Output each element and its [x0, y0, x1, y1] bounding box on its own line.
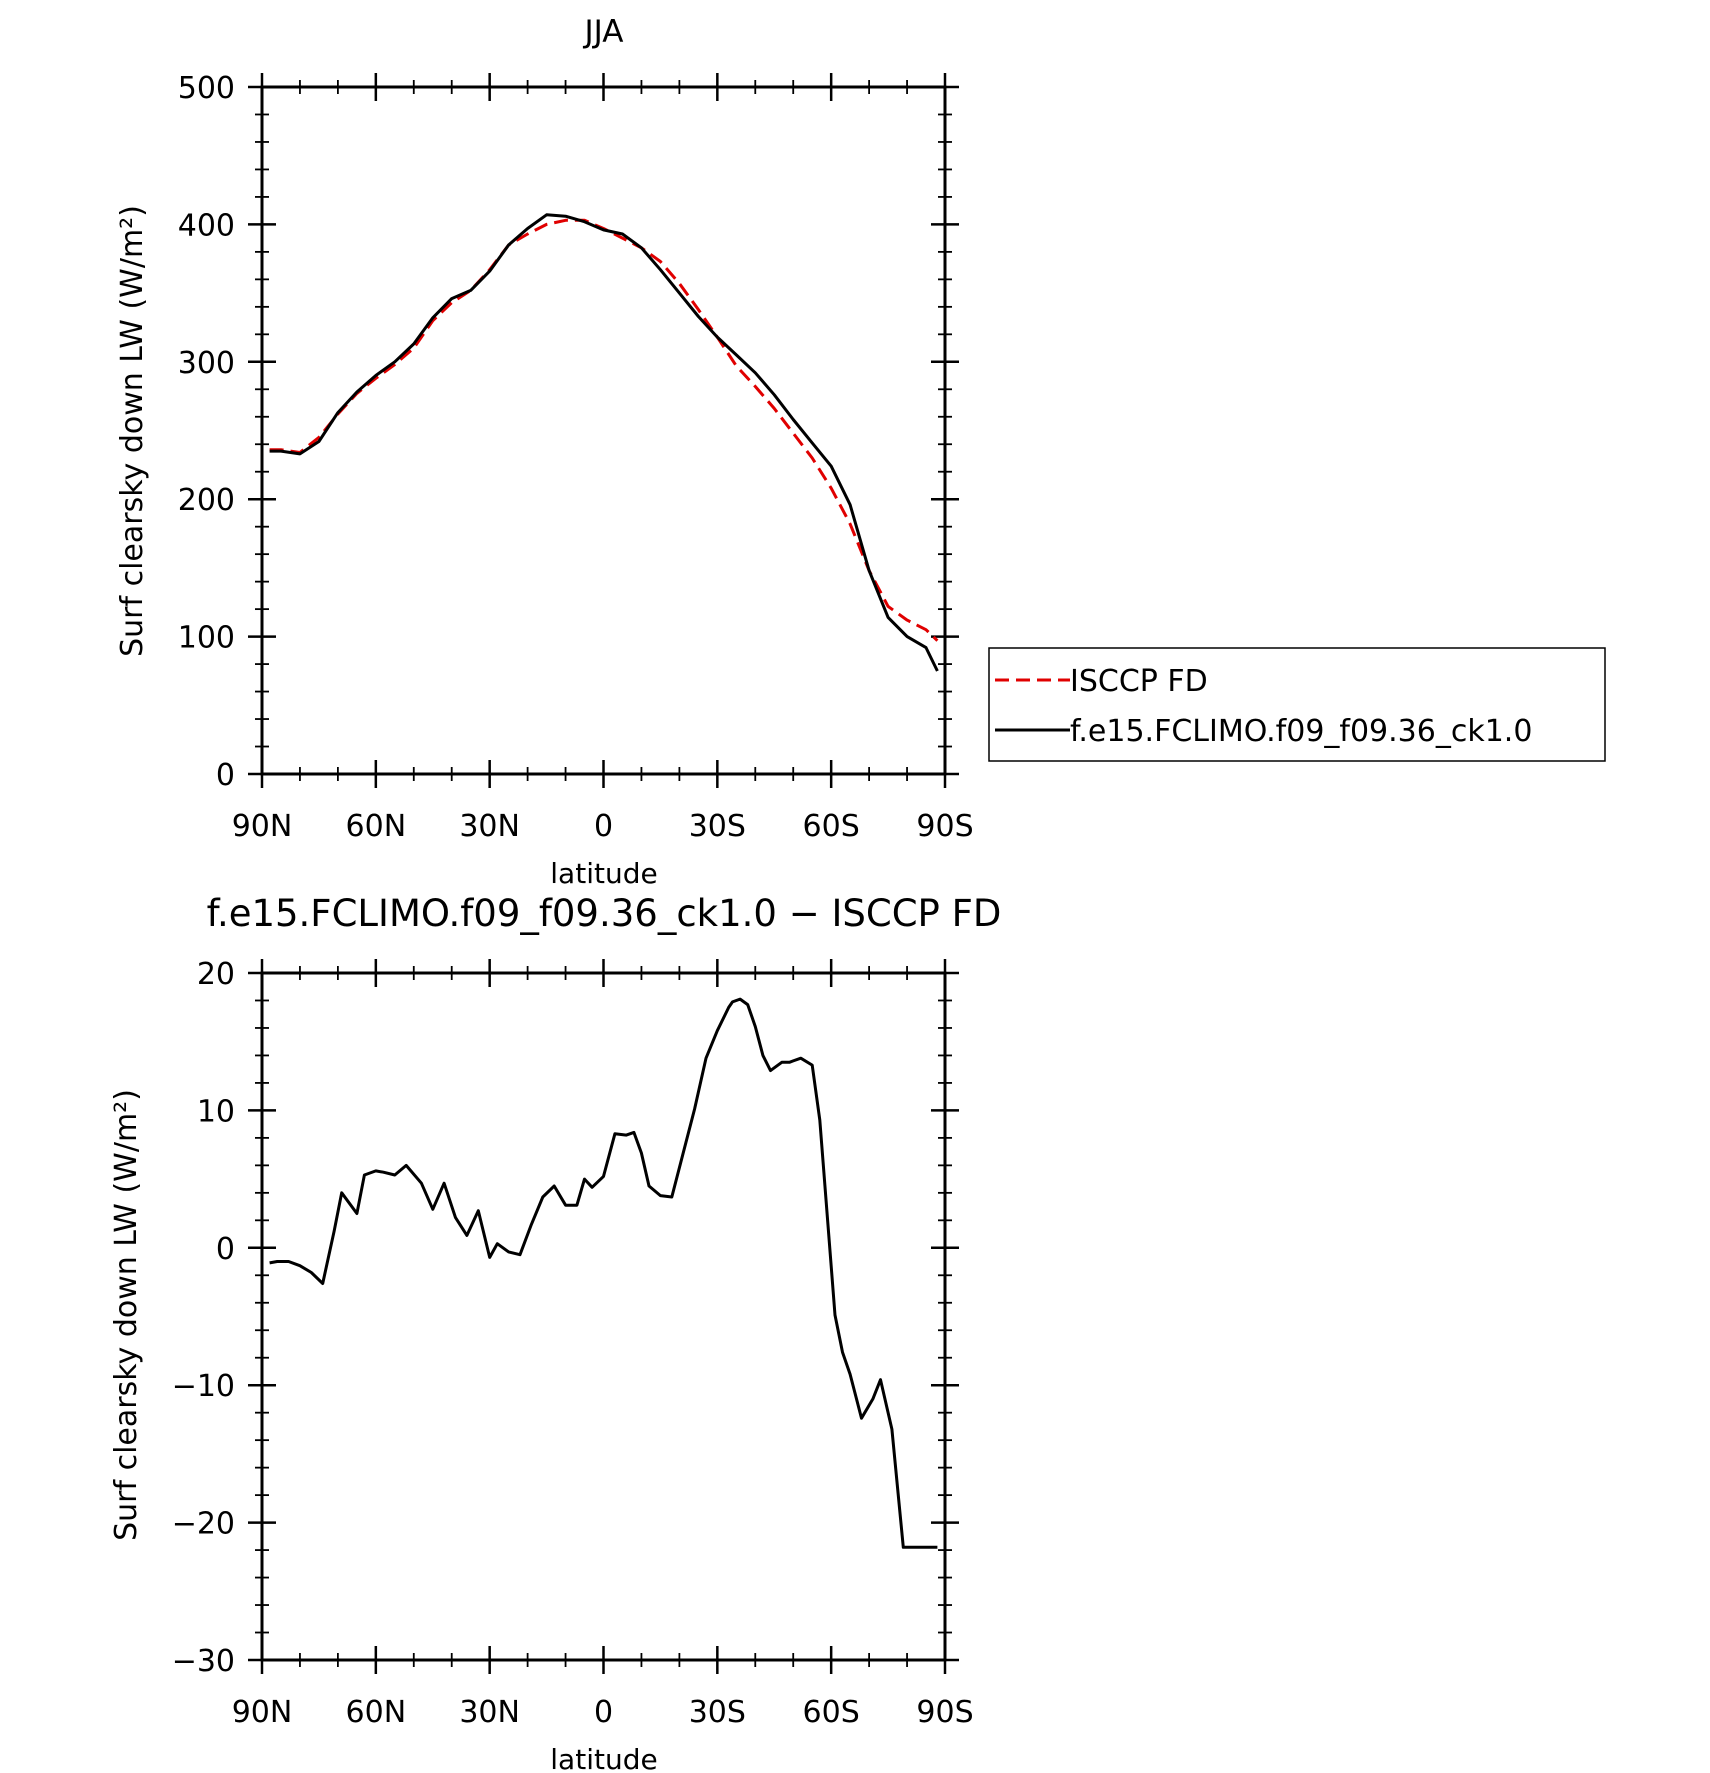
top-x-axis-label: latitude [550, 857, 657, 890]
bottom-xtick-label: 90S [916, 1695, 973, 1730]
legend-label-model: f.e15.FCLIMO.f09_f09.36_ck1.0 [1070, 714, 1532, 749]
top-ytick-label: 200 [178, 483, 235, 518]
top-xtick-label: 60S [803, 809, 860, 844]
bottom-xtick-label: 0 [594, 1695, 613, 1730]
bottom-title: f.e15.FCLIMO.f09_f09.36_ck1.0 − ISCCP FD [207, 892, 1002, 935]
bottom-y-axis-label: Surf clearsky down LW (W/m²) [109, 1089, 144, 1541]
top-y-axis-label: Surf clearsky down LW (W/m²) [115, 205, 150, 657]
bottom-series [269, 997, 938, 1549]
top-ytick-label: 400 [178, 208, 235, 243]
top-ytick-label: 300 [178, 346, 235, 381]
bottom-ytick-label: 20 [197, 957, 235, 992]
top-ytick-label: 500 [178, 71, 235, 106]
bottom-panel: f.e15.FCLIMO.f09_f09.36_ck1.0 − ISCCP FD… [109, 892, 1001, 1773]
top-series-line-1 [269, 213, 939, 672]
bottom-tick-labels: −30 −20 −10 0 10 20 90N 60N 30N 0 30S 60S 90S [172, 957, 974, 1730]
top-xtick-label: 90S [916, 809, 973, 844]
top-ticks [248, 73, 959, 788]
top-xtick-label: 60N [346, 809, 407, 844]
bottom-series-line-0 [269, 997, 938, 1549]
legend-label-isccp: ISCCP FD [1070, 664, 1208, 699]
bottom-ytick-label: −20 [172, 1507, 235, 1542]
top-title: JJA [583, 14, 624, 50]
legend: ISCCP FD f.e15.FCLIMO.f09_f09.36_ck1.0 [988, 647, 1606, 762]
top-tick-labels: 0 100 200 300 400 500 90N 60N 30N 0 30S 60S 90S [178, 71, 974, 844]
bottom-ticks [248, 959, 959, 1674]
bottom-ytick-label: 0 [216, 1232, 235, 1267]
top-plot-frame [260, 85, 947, 776]
bottom-xtick-label: 60N [346, 1695, 407, 1730]
top-xtick-label: 30S [689, 809, 746, 844]
bottom-xtick-label: 30N [459, 1695, 520, 1730]
bottom-xtick-label: 90N [232, 1695, 293, 1730]
bottom-plot-frame [260, 971, 947, 1662]
top-xtick-label: 0 [594, 809, 613, 844]
bottom-ytick-label: 10 [197, 1094, 235, 1129]
top-ytick-label: 0 [216, 758, 235, 793]
bottom-xtick-label: 60S [803, 1695, 860, 1730]
legend-box [988, 647, 1606, 762]
bottom-ytick-label: −30 [172, 1644, 235, 1679]
top-ytick-label: 100 [178, 621, 235, 656]
top-xtick-label: 90N [232, 809, 293, 844]
bottom-ytick-label: −10 [172, 1369, 235, 1404]
bottom-x-axis-label: latitude [550, 1743, 657, 1773]
bottom-xtick-label: 30S [689, 1695, 746, 1730]
top-xtick-label: 30N [459, 809, 520, 844]
top-series [269, 213, 939, 672]
top-series-line-0 [269, 218, 939, 642]
